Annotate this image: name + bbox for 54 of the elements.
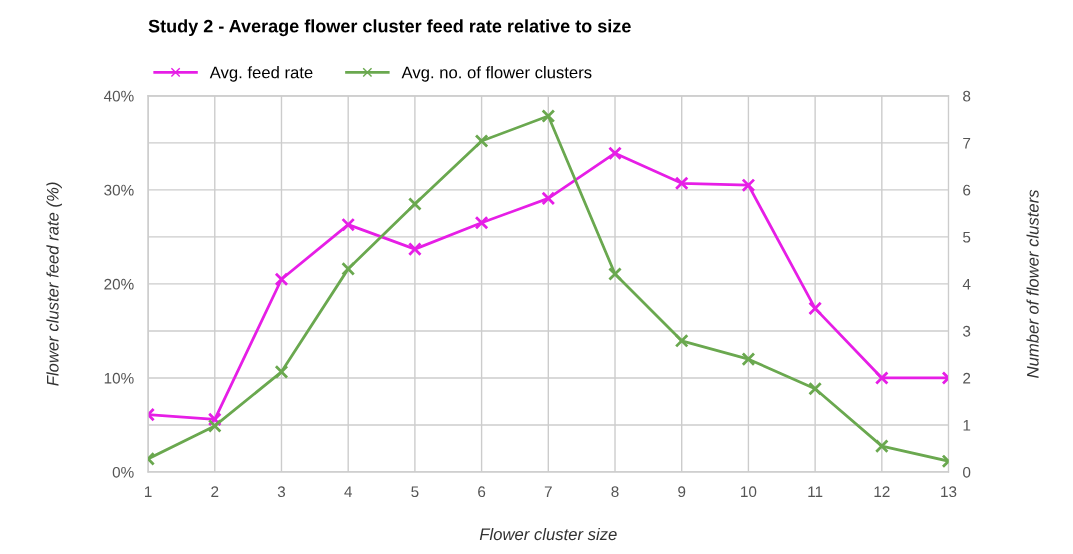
x-tick-label: 11	[808, 486, 823, 497]
chart-title: Study 2 - Average flower cluster feed rate relative to size	[148, 19, 631, 37]
x-tick-label: 2	[211, 486, 219, 497]
y2-tick-label: 0	[963, 466, 971, 478]
legend-label: Avg. no. of flower clusters	[401, 66, 592, 82]
y2-tick-label: 3	[963, 325, 971, 337]
y-tick-label: 30%	[104, 184, 134, 196]
point	[341, 261, 356, 276]
point	[741, 352, 756, 367]
point	[274, 272, 289, 287]
x-tick-label: 1	[144, 486, 152, 497]
y2-tick-label: 2	[963, 372, 971, 384]
y-tick-label: 40%	[103, 90, 134, 102]
point	[474, 134, 489, 148]
x-tick-label: 10	[741, 486, 757, 498]
x-axis-title: Flower cluster size	[479, 527, 617, 541]
point	[608, 146, 622, 161]
point	[608, 267, 622, 281]
y2-tick-label: 6	[963, 184, 971, 196]
point	[207, 418, 222, 433]
point	[407, 197, 422, 211]
point	[874, 371, 889, 385]
x-tick-label: 4	[344, 486, 352, 497]
y-tick-label: 0%	[112, 466, 134, 478]
point	[541, 109, 556, 124]
point	[874, 439, 889, 454]
point	[808, 301, 823, 316]
x-tick-label: 13	[941, 486, 957, 498]
x-tick-label: 9	[678, 486, 686, 498]
legend-label: Avg. feed rate	[209, 66, 313, 82]
point	[741, 178, 756, 193]
point	[674, 333, 689, 348]
point	[274, 364, 289, 379]
point	[808, 381, 823, 396]
x-tick-label: 7	[544, 486, 552, 497]
y2-tick-label: 5	[963, 231, 971, 243]
x-tick-label: 8	[611, 486, 619, 498]
x-tick-label: 6	[478, 486, 486, 498]
x-tick-label: 5	[411, 486, 419, 498]
point	[541, 191, 556, 206]
y-tick-label: 20%	[104, 278, 134, 290]
point	[474, 215, 489, 230]
y2-tick-label: 4	[962, 278, 971, 290]
y2-tick-label: 8	[963, 90, 971, 102]
y2-axis-title: Number of flower clusters	[1026, 189, 1039, 378]
y2-tick-label: 7	[963, 137, 971, 149]
x-tick-label: 12	[874, 486, 890, 497]
point	[674, 176, 689, 191]
y2-tick-label: 1	[963, 420, 971, 431]
y-axis-title: Flower cluster feed rate (%)	[46, 182, 62, 386]
point	[407, 242, 422, 257]
x-tick-label: 3	[277, 486, 286, 498]
y-tick-label: 10%	[104, 372, 134, 384]
point	[341, 217, 356, 232]
